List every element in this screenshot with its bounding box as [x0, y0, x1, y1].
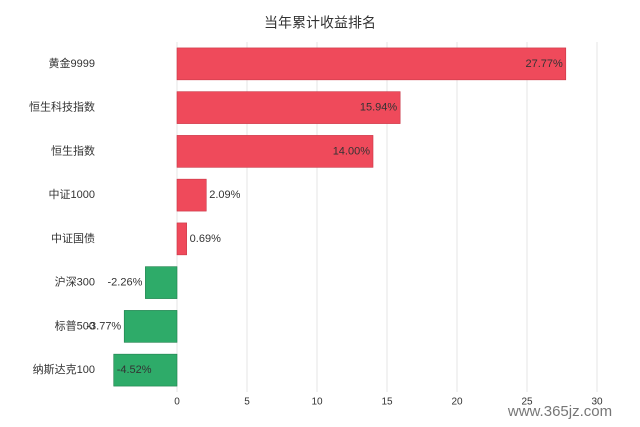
- bar: [113, 353, 178, 387]
- value-label: 15.94%: [360, 102, 398, 114]
- value-label: -3.77%: [86, 320, 121, 332]
- value-label: 0.69%: [190, 233, 221, 245]
- chart-title: 当年累计收益排名: [264, 15, 376, 31]
- bar: [176, 178, 207, 212]
- y-tick-label: 恒生指数: [51, 143, 95, 157]
- x-tick-label: 10: [311, 397, 323, 408]
- bar: [176, 135, 374, 168]
- y-tick-label: 纳斯达克100: [33, 363, 95, 376]
- y-tick-label: 黄金9999: [49, 56, 95, 70]
- x-tick-label: 5: [244, 397, 250, 408]
- watermark: www.365jz.com: [507, 403, 612, 420]
- value-label: -4.52%: [117, 364, 152, 376]
- y-tick-label: 标普500: [55, 318, 95, 332]
- value-label: 14.00%: [333, 145, 371, 157]
- value-label: 2.09%: [209, 189, 240, 201]
- bar: [176, 91, 401, 124]
- value-label: 27.77%: [525, 58, 563, 70]
- x-tick-label: 0: [174, 397, 180, 408]
- y-tick-label: 沪深300: [55, 275, 95, 289]
- bar: [176, 222, 187, 256]
- x-tick-label: 20: [451, 397, 463, 408]
- bar: [176, 47, 567, 81]
- value-label: -2.26%: [108, 277, 143, 289]
- y-tick-label: 中证国债: [51, 231, 95, 245]
- bar: [145, 266, 178, 299]
- x-tick-label: 15: [381, 397, 393, 408]
- y-tick-label: 恒生科技指数: [29, 100, 95, 114]
- bar: [123, 310, 178, 343]
- x-tick-label: 30: [591, 397, 603, 408]
- y-tick-label: 中证1000: [49, 188, 95, 201]
- x-tick-label: 25: [521, 397, 533, 408]
